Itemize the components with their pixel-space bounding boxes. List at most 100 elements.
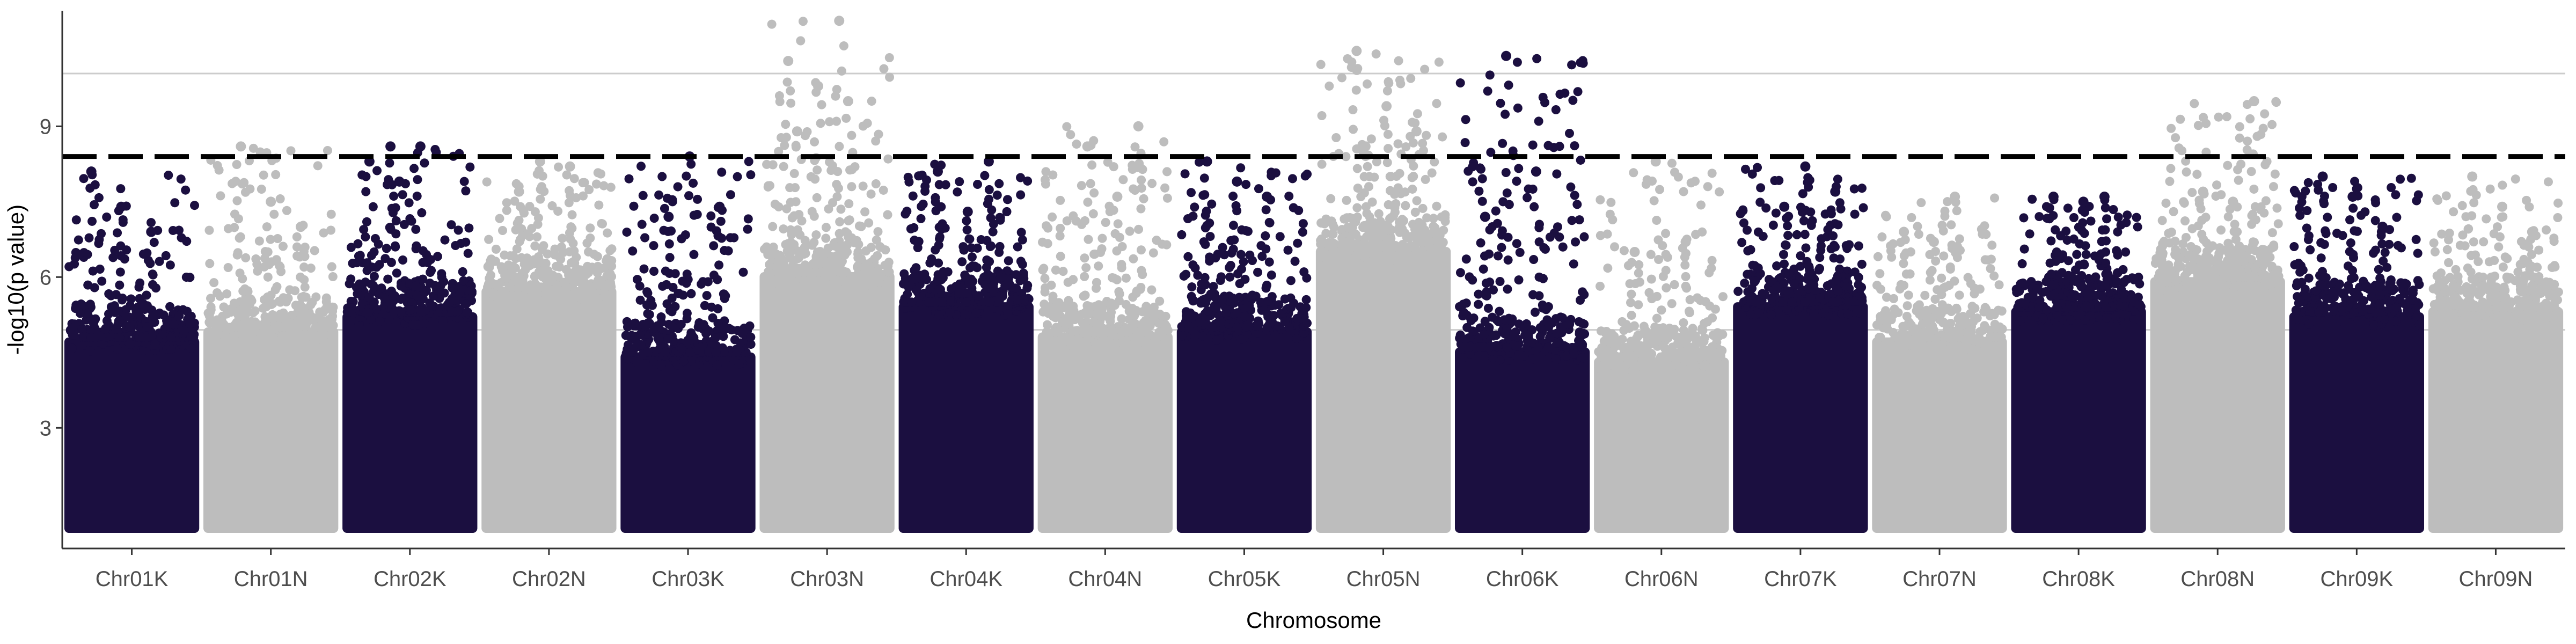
snp-point: [348, 259, 357, 268]
snp-point: [275, 261, 284, 270]
peak-point: [714, 201, 725, 212]
snp-point: [1195, 318, 1204, 327]
snp-point: [565, 186, 574, 195]
snp-point: [253, 320, 262, 330]
snp-point: [1925, 275, 1935, 285]
snp-point: [843, 240, 852, 250]
snp-point: [411, 281, 420, 291]
snp-point: [113, 228, 122, 238]
snp-point: [719, 332, 728, 341]
snp-point: [216, 191, 225, 201]
snp-point: [2086, 216, 2096, 226]
snp-point: [1125, 226, 1135, 236]
snp-point: [562, 282, 572, 292]
snp-point: [1784, 211, 1794, 221]
snp-point: [238, 333, 248, 342]
peak-point: [1381, 101, 1392, 112]
snp-point: [406, 305, 415, 315]
snp-point: [2072, 250, 2082, 259]
snp-point: [2101, 303, 2111, 312]
snp-point: [290, 286, 300, 296]
snp-point: [682, 171, 691, 181]
snp-point: [1228, 244, 1238, 254]
snp-point: [699, 320, 708, 330]
snp-point: [239, 178, 249, 187]
snp-point: [591, 179, 601, 189]
snp-point: [1626, 298, 1635, 308]
snp-point: [835, 229, 844, 238]
snp-point: [2182, 167, 2191, 177]
snp-point: [1572, 200, 1582, 209]
snp-point: [1408, 138, 1418, 148]
snp-point: [90, 283, 99, 292]
snp-point: [85, 184, 95, 193]
snp-point: [297, 303, 307, 312]
snp-point: [1707, 169, 1717, 178]
snp-point: [2062, 235, 2072, 245]
snp-point: [2199, 264, 2209, 273]
snp-point: [295, 252, 304, 262]
chromosome-group-Chr03N: [759, 16, 895, 533]
snp-point: [1138, 307, 1147, 317]
snp-point: [1352, 144, 1362, 154]
snp-point: [988, 227, 998, 237]
snp-point: [1286, 303, 1296, 312]
snp-point: [1896, 280, 1906, 289]
snp-point: [391, 242, 400, 252]
snp-point: [839, 41, 848, 51]
peak-point: [962, 207, 973, 217]
snp-point: [879, 64, 889, 74]
snp-point: [1413, 109, 1422, 119]
snp-point: [781, 133, 791, 142]
snp-point: [817, 100, 826, 109]
snp-point: [389, 308, 399, 317]
snp-point: [717, 167, 727, 177]
snp-point: [263, 247, 273, 257]
snp-point: [2074, 260, 2084, 270]
snp-point: [1831, 297, 1840, 307]
snp-point: [1201, 298, 1211, 308]
snp-point: [1787, 297, 1797, 307]
snp-point: [1756, 183, 1766, 193]
snp-point: [166, 333, 176, 342]
snp-point: [1072, 140, 1081, 149]
snp-point: [2078, 218, 2088, 228]
snp-point: [1901, 248, 1911, 258]
snp-point: [420, 158, 429, 168]
snp-point: [2227, 272, 2237, 282]
snp-point: [1925, 333, 1935, 342]
snp-point: [2067, 272, 2076, 281]
snp-point: [1596, 195, 1605, 204]
snp-point: [1101, 217, 1110, 227]
snp-point: [2265, 280, 2274, 290]
snp-point: [1828, 231, 1838, 241]
snp-point: [1023, 176, 1033, 186]
snp-point: [1212, 335, 1221, 345]
snp-point: [1796, 202, 1805, 212]
snp-point: [2199, 113, 2208, 122]
snp-point: [1628, 342, 1637, 352]
snp-point: [713, 275, 722, 284]
snp-point: [125, 322, 135, 332]
snp-point: [782, 246, 792, 256]
snp-point: [2045, 258, 2055, 268]
snp-point: [1523, 193, 1532, 202]
snp-point: [257, 184, 266, 194]
snp-point: [1497, 243, 1506, 252]
snp-point: [2052, 247, 2061, 257]
snp-point: [2171, 133, 2180, 143]
snp-point: [396, 295, 406, 304]
snp-point: [1681, 272, 1690, 281]
snp-point: [628, 333, 638, 342]
peak-point: [2099, 191, 2110, 202]
snp-point: [2077, 281, 2087, 291]
snp-point: [1606, 338, 1615, 348]
snp-point: [1955, 290, 1964, 300]
snp-point: [1203, 306, 1212, 316]
snp-point: [1987, 240, 1997, 250]
snp-point: [2190, 99, 2199, 108]
snp-point: [1627, 258, 1636, 267]
snp-point: [1152, 236, 1161, 245]
snp-point: [142, 322, 152, 332]
snp-point: [782, 204, 792, 214]
